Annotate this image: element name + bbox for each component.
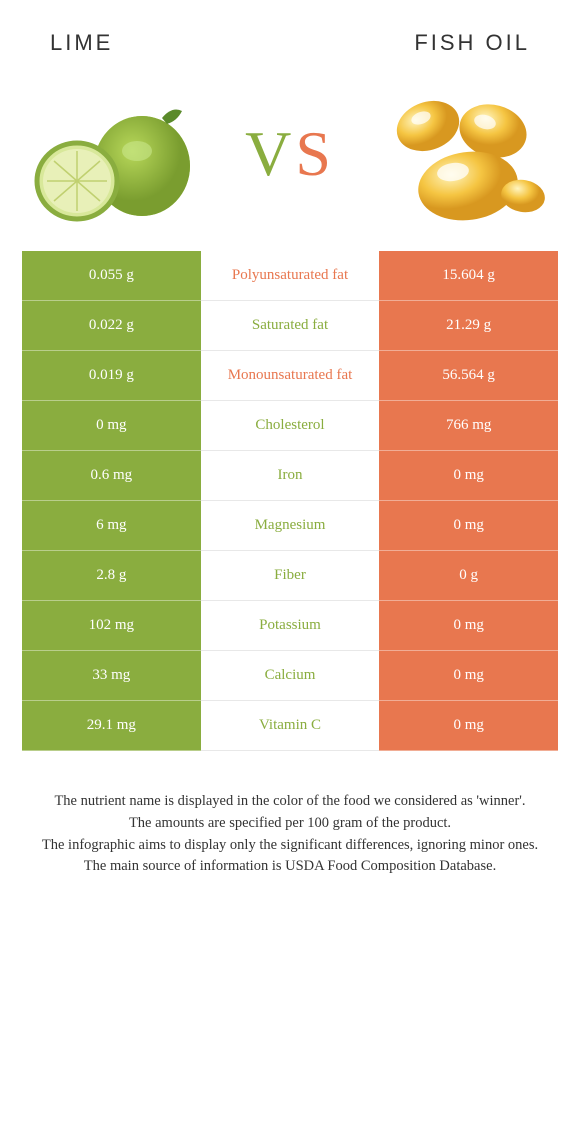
vs-label: VS: [245, 117, 335, 191]
nutrient-label: Magnesium: [201, 501, 380, 551]
vs-s: S: [295, 118, 335, 189]
value-fish-oil: 15.604 g: [379, 251, 558, 301]
table-row: 0 mgCholesterol766 mg: [22, 401, 558, 451]
nutrient-label: Calcium: [201, 651, 380, 701]
value-lime: 0.6 mg: [22, 451, 201, 501]
table-row: 6 mgMagnesium0 mg: [22, 501, 558, 551]
table-row: 0.019 gMonounsaturated fat56.564 g: [22, 351, 558, 401]
vs-v: V: [245, 118, 295, 189]
title-fish-oil: Fish oil: [414, 30, 530, 56]
nutrient-label: Cholesterol: [201, 401, 380, 451]
header: Lime Fish oil: [0, 0, 580, 66]
table-row: 102 mgPotassium0 mg: [22, 601, 558, 651]
images-row: VS: [0, 66, 580, 251]
value-lime: 29.1 mg: [22, 701, 201, 751]
table-row: 0.6 mgIron0 mg: [22, 451, 558, 501]
value-fish-oil: 0 mg: [379, 451, 558, 501]
value-lime: 33 mg: [22, 651, 201, 701]
table-row: 0.022 gSaturated fat21.29 g: [22, 301, 558, 351]
footer-line-4: The main source of information is USDA F…: [30, 856, 550, 878]
nutrient-label: Vitamin C: [201, 701, 380, 751]
footer-line-1: The nutrient name is displayed in the co…: [30, 791, 550, 813]
nutrient-label: Potassium: [201, 601, 380, 651]
lime-image: [22, 76, 207, 231]
value-lime: 0.055 g: [22, 251, 201, 301]
value-lime: 0.022 g: [22, 301, 201, 351]
value-fish-oil: 56.564 g: [379, 351, 558, 401]
value-fish-oil: 0 mg: [379, 701, 558, 751]
table-row: 33 mgCalcium0 mg: [22, 651, 558, 701]
footer-line-2: The amounts are specified per 100 gram o…: [30, 813, 550, 835]
nutrient-label: Polyunsaturated fat: [201, 251, 380, 301]
value-fish-oil: 21.29 g: [379, 301, 558, 351]
table-row: 0.055 gPolyunsaturated fat15.604 g: [22, 251, 558, 301]
fish-oil-image: [373, 76, 558, 231]
nutrient-label: Monounsaturated fat: [201, 351, 380, 401]
value-lime: 0.019 g: [22, 351, 201, 401]
value-fish-oil: 0 mg: [379, 601, 558, 651]
table-row: 29.1 mgVitamin C0 mg: [22, 701, 558, 751]
value-fish-oil: 0 g: [379, 551, 558, 601]
value-lime: 0 mg: [22, 401, 201, 451]
table-row: 2.8 gFiber0 g: [22, 551, 558, 601]
footer-line-3: The infographic aims to display only the…: [30, 835, 550, 857]
footer-notes: The nutrient name is displayed in the co…: [0, 751, 580, 898]
comparison-table: 0.055 gPolyunsaturated fat15.604 g0.022 …: [22, 251, 558, 751]
nutrient-label: Saturated fat: [201, 301, 380, 351]
value-lime: 102 mg: [22, 601, 201, 651]
value-lime: 6 mg: [22, 501, 201, 551]
title-lime: Lime: [50, 30, 113, 56]
nutrient-label: Fiber: [201, 551, 380, 601]
value-lime: 2.8 g: [22, 551, 201, 601]
value-fish-oil: 0 mg: [379, 501, 558, 551]
value-fish-oil: 0 mg: [379, 651, 558, 701]
value-fish-oil: 766 mg: [379, 401, 558, 451]
nutrient-label: Iron: [201, 451, 380, 501]
